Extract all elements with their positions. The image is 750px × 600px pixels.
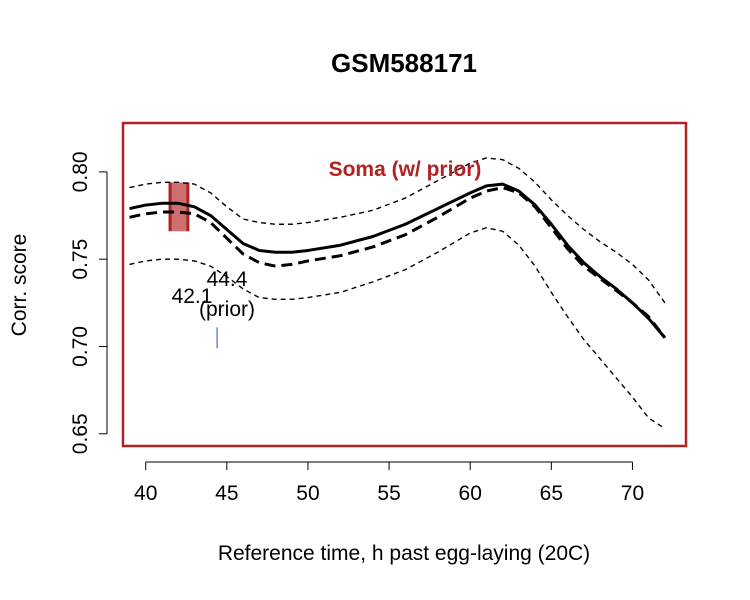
plot-area [129, 157, 667, 430]
y-tick-label: 0.80 [69, 151, 92, 192]
series-line-dotted-lower [129, 227, 666, 430]
panel-label: Soma (w/ prior) [329, 158, 482, 181]
y-axis: 0.65 0.70 0.75 0.80 [69, 151, 108, 454]
estimate-band [170, 182, 188, 232]
y-tick-label: 0.70 [69, 326, 92, 367]
series-line-dotted-upper [129, 157, 666, 304]
chart-title: GSM588171 [331, 48, 477, 78]
y-tick-label: 0.75 [69, 239, 92, 280]
series-line-dashed [129, 186, 667, 339]
y-axis-label: Corr. score [8, 234, 31, 337]
prior-suffix-label: (prior) [199, 298, 255, 321]
y-tick-label: 0.65 [69, 413, 92, 454]
series-line-solid [129, 182, 667, 339]
x-tick-label: 70 [621, 482, 644, 505]
x-tick-label: 40 [134, 482, 157, 505]
x-tick-label: 65 [540, 482, 563, 505]
estimate-label: 42.1 [172, 285, 213, 308]
x-axis-label: Reference time, h past egg-laying (20C) [218, 542, 590, 565]
x-axis: 40 45 50 55 60 65 70 [134, 461, 644, 505]
plot-frame [121, 121, 688, 448]
x-tick-label: 60 [459, 482, 482, 505]
x-tick-label: 55 [377, 482, 400, 505]
x-tick-label: 45 [215, 482, 238, 505]
x-tick-label: 50 [296, 482, 319, 505]
prior-value-label: 44.4 [207, 268, 248, 291]
